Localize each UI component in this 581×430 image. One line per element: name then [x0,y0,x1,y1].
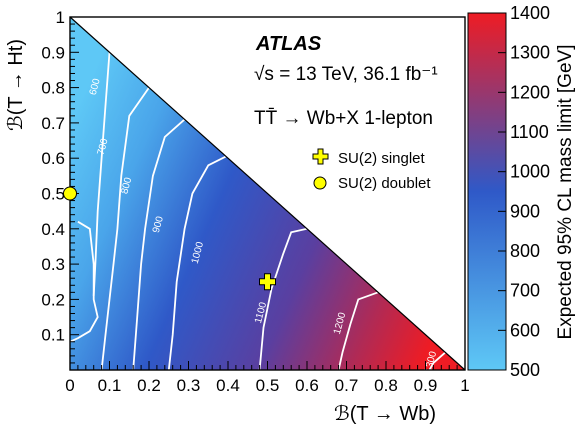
legend-singlet-label: SU(2) singlet [338,150,426,167]
x-tick-label: 0.6 [295,376,319,395]
legend-doublet-marker [313,176,327,190]
contour-700 [92,52,111,296]
doublet-point [63,186,77,201]
legend: SU(2) singlet SU(2) doublet [312,148,431,192]
x-tick-label: 0.8 [374,376,398,395]
x-tick-label: 0.4 [216,376,240,395]
x-tick-label: 0.1 [98,376,122,395]
colorbar-ticks: 500 600 700 800 900 1000 1100 1200 1300 1400 [498,3,550,380]
x-axis: 0 0.1 0.2 0.3 0.4 0.5 0.6 0.7 0.8 0.9 1 [65,361,470,395]
cb-tick-label: 1300 [510,43,550,63]
y-axis-label: ℬ(T → Ht) [5,39,27,131]
x-tick-label: 0.5 [256,376,280,395]
y-tick-label: 0.4 [41,220,65,239]
contour-label-800: 800 [119,176,134,195]
contour-1300 [428,351,446,370]
energy-label: √s = 13 TeV, 36.1 fb⁻¹ [254,64,438,85]
colorbar: 500 600 700 800 900 1000 1100 1200 1300 1400 Expe… [467,3,576,380]
contour-label-1300: 1300 [423,350,439,375]
y-tick-label: 0.2 [41,290,65,309]
y-tick-label: 0.3 [41,255,65,274]
y-tick-label: 0.6 [41,149,65,168]
cb-tick-label: 1000 [510,162,550,182]
cb-tick-label: 1100 [510,122,549,142]
x-tick-label: 0.7 [335,376,359,395]
y-tick-label: 0.5 [41,185,65,204]
contour-label-900: 900 [151,215,166,234]
legend-singlet-marker [312,148,329,165]
x-tick-label: 1 [460,376,469,395]
legend-doublet-label: SU(2) doublet [338,175,431,192]
y-axis: 0.1 0.2 0.3 0.4 0.5 0.6 0.7 0.8 0.9 1 [41,8,79,364]
diagonal-boundary [69,16,466,371]
colorbar-label: Expected 95% CL mass limit [GeV] [555,45,576,340]
contour-1200 [337,291,379,370]
cb-tick-label: 800 [510,241,540,261]
contour-label-600: 600 [88,77,103,96]
y-tick-label: 0.8 [41,79,65,98]
y-tick-label: 0.1 [41,326,65,345]
singlet-point [259,273,276,291]
x-axis-label: ℬ(T → Wb) [334,403,436,425]
contour-label-700: 700 [96,137,111,156]
colorbar-gradient [467,12,507,371]
contour-1100 [258,227,308,370]
y-tick-label: 0.9 [41,43,65,62]
contour-1000 [167,155,227,370]
cb-tick-label: 1200 [510,82,550,102]
contour-600 [70,220,99,343]
cb-tick-label: 1400 [510,3,550,23]
y-tick-label: 1 [56,8,65,27]
cb-tick-label: 700 [510,281,540,301]
y-tick-label: 0.7 [41,114,65,133]
contour-800 [100,87,150,370]
x-tick-label: 0 [65,376,74,395]
cb-tick-label: 900 [510,201,540,221]
x-tick-label: 0.2 [137,376,161,395]
cb-tick-label: 500 [510,360,540,380]
x-tick-label: 0.9 [414,376,438,395]
contour-900 [132,118,186,370]
contour-label-1100: 1100 [253,301,269,325]
cb-tick-label: 600 [510,320,540,340]
x-tick-label: 0.3 [177,376,201,395]
benchmark-points [63,186,276,291]
atlas-label: ATLAS [255,33,322,55]
process-label: TT̄ → Wb+X 1-lepton [254,108,433,129]
